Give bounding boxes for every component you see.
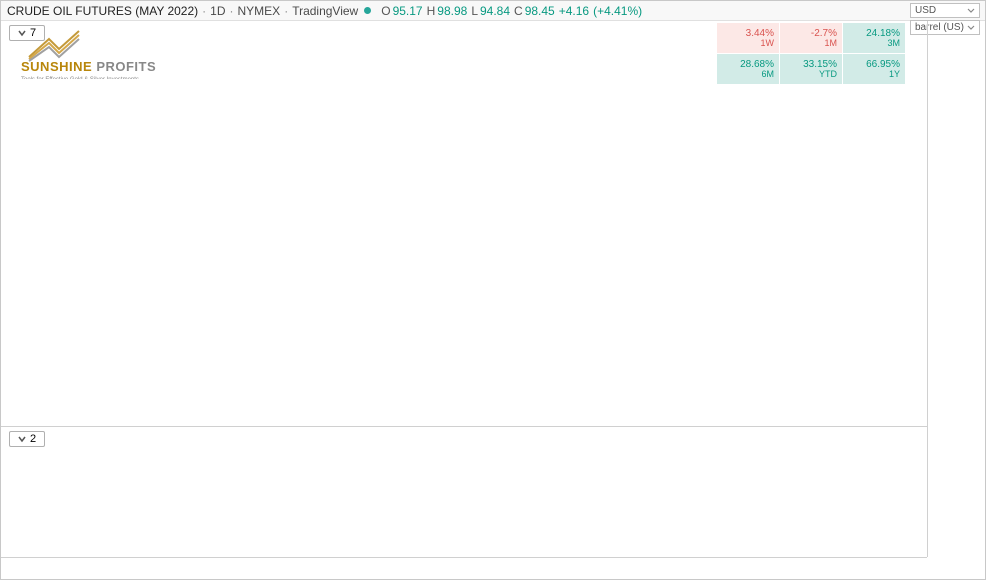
ohlc-c: 98.45 — [525, 4, 555, 18]
ohlc-h: 98.98 — [437, 4, 467, 18]
main-price-chart[interactable] — [1, 21, 927, 421]
exchange: NYMEX — [238, 4, 281, 18]
currency-select[interactable]: USD — [910, 3, 980, 18]
ohlc-l: 94.84 — [480, 4, 510, 18]
ohlc-chg-pct: (+4.41%) — [593, 4, 642, 18]
time-axis[interactable] — [1, 557, 927, 579]
interval[interactable]: 1D — [210, 4, 225, 18]
provider: TradingView — [292, 4, 358, 18]
chart-container: CRUDE OIL FUTURES (MAY 2022) · 1D · NYME… — [0, 0, 986, 580]
ohlc-c-label: C — [514, 4, 523, 18]
price-axis[interactable] — [927, 21, 985, 557]
ohlc-h-label: H — [427, 4, 436, 18]
chart-header: CRUDE OIL FUTURES (MAY 2022) · 1D · NYME… — [1, 1, 985, 21]
ohlc-o-label: O — [381, 4, 390, 18]
symbol-title[interactable]: CRUDE OIL FUTURES (MAY 2022) — [7, 4, 198, 18]
lower-indicator-chart[interactable] — [1, 426, 927, 539]
ohlc-chg: +4.16 — [559, 4, 589, 18]
ohlc-l-label: L — [471, 4, 478, 18]
chevron-down-icon — [967, 7, 975, 15]
ohlc-o: 95.17 — [393, 4, 423, 18]
market-status-dot — [364, 7, 371, 14]
